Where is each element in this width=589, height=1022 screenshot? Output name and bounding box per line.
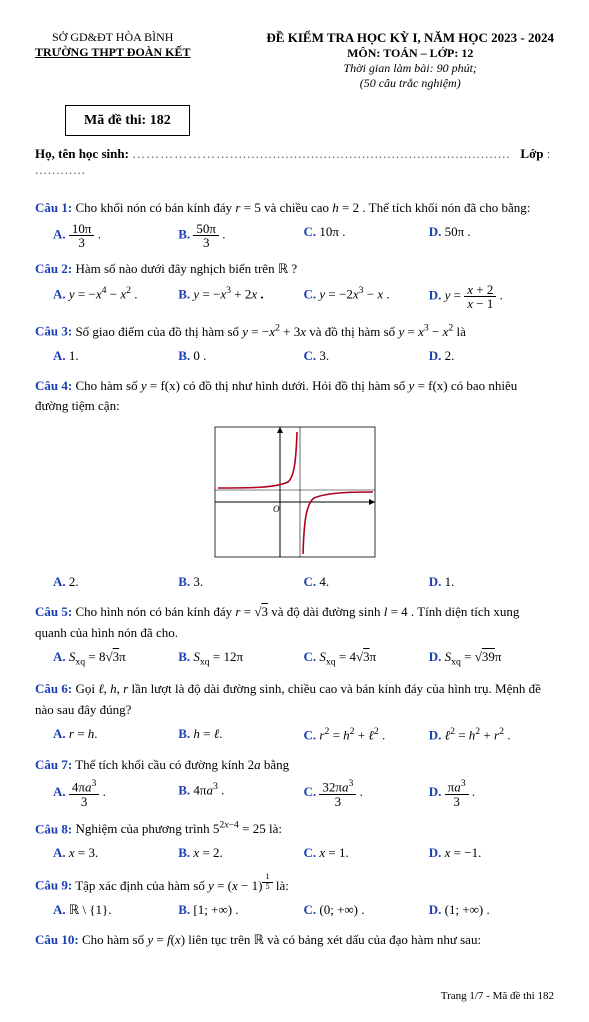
svg-text:O: O <box>273 504 280 514</box>
q5-a: A. Sxq = 8√3π <box>53 647 178 670</box>
name-dots: ………………….................................… <box>132 146 511 161</box>
q4-graph-wrap: O <box>35 422 554 568</box>
q1-options: A. 10π3 . B. 50π3 . C. 10π . D. 50π . <box>53 222 554 249</box>
q1-c: C. 10π . <box>304 222 429 249</box>
q10-label: Câu 10: <box>35 932 79 947</box>
q3-d: D. 2. <box>429 346 554 366</box>
q4-label: Câu 4: <box>35 378 72 393</box>
time-line: Thời gian làm bài: 90 phút; <box>266 61 554 76</box>
exam-code-text: Mã đề thi: 182 <box>84 113 171 128</box>
q4-options: A. 2. B. 3. C. 4. D. 1. <box>53 572 554 592</box>
page-footer: Trang 1/7 - Mã đề thi 182 <box>35 990 554 1002</box>
q5-text: Cho hình nón có bán kính đáy r = √3 và đ… <box>35 604 519 639</box>
q1-text: Cho khối nón có bán kính đáy r = 5 và ch… <box>75 200 530 215</box>
exam-title: ĐỀ KIỂM TRA HỌC KỲ I, NĂM HỌC 2023 - 202… <box>266 30 554 46</box>
q3-label: Câu 3: <box>35 324 72 339</box>
q5-options: A. Sxq = 8√3π B. Sxq = 12π C. Sxq = 4√3π… <box>53 647 554 670</box>
school-line: TRƯỜNG THPT ĐOÀN KẾT <box>35 45 190 60</box>
q1-b: B. 50π3 . <box>178 222 303 249</box>
q6-options: A. r = h. B. h = ℓ. C. r2 = h2 + ℓ2 . D.… <box>53 724 554 745</box>
q2-options: A. y = −x4 − x2 . B. y = −x3 + 2x . C. y… <box>53 283 554 310</box>
q8-b: B. x = 2. <box>178 843 303 863</box>
page-header: SỞ GD&ĐT HÒA BÌNH TRƯỜNG THPT ĐOÀN KẾT Đ… <box>35 30 554 91</box>
footer-text: Trang 1/7 - Mã đề thi 182 <box>441 990 554 1002</box>
q4-c: C. 4. <box>304 572 429 592</box>
q7-label: Câu 7: <box>35 757 72 772</box>
q2-text: Hàm số nào dưới đây nghịch biến trên ℝ ? <box>75 261 297 276</box>
q1-d: D. 50π . <box>429 222 554 249</box>
q6-a: A. r = h. <box>53 724 178 745</box>
q1-label: Câu 1: <box>35 200 72 215</box>
q9-c: C. (0; +∞) . <box>304 900 429 920</box>
q9-d: D. (1; +∞) . <box>429 900 554 920</box>
question-4: Câu 4: Cho hàm số y = f(x) có đồ thị như… <box>35 376 554 593</box>
q5-label: Câu 5: <box>35 604 72 619</box>
subject-line: MÔN: TOÁN – LỚP: 12 <box>266 46 554 61</box>
q10-text: Cho hàm số y = f(x) liên tục trên ℝ và c… <box>82 932 481 947</box>
q7-c: C. 32πa33 . <box>304 779 429 807</box>
q5-d: D. Sxq = √39π <box>429 647 554 670</box>
q6-c: C. r2 = h2 + ℓ2 . <box>304 724 429 745</box>
q4-text-1: Cho hàm số y = f(x) có đồ thị như hình d… <box>75 378 517 393</box>
header-left: SỞ GD&ĐT HÒA BÌNH TRƯỜNG THPT ĐOÀN KẾT <box>35 30 190 91</box>
q6-d: D. ℓ2 = h2 + r2 . <box>429 724 554 745</box>
q4-text-2: đường tiệm cận: <box>35 398 120 413</box>
q4-graph: O <box>210 422 380 562</box>
q2-a: A. y = −x4 − x2 . <box>53 283 178 310</box>
question-3: Câu 3: Số giao điểm của đồ thị hàm số y … <box>35 320 554 366</box>
q7-text: Thể tích khối cầu có đường kính 2a bằng <box>75 757 289 772</box>
q7-b: B. 4πa3 . <box>178 779 303 807</box>
q2-b: B. y = −x3 + 2x . <box>178 283 303 310</box>
question-5: Câu 5: Cho hình nón có bán kính đáy r = … <box>35 602 554 669</box>
q8-options: A. x = 3. B. x = 2. C. x = 1. D. x = −1. <box>53 843 554 863</box>
name-label: Họ, tên học sinh: <box>35 146 129 161</box>
q4-b: B. 3. <box>178 572 303 592</box>
question-10: Câu 10: Cho hàm số y = f(x) liên tục trê… <box>35 930 554 950</box>
q5-b: B. Sxq = 12π <box>178 647 303 670</box>
question-2: Câu 2: Hàm số nào dưới đây nghịch biến t… <box>35 259 554 310</box>
q7-options: A. 4πa33 . B. 4πa3 . C. 32πa33 . D. πa33… <box>53 779 554 807</box>
student-name-row: Họ, tên học sinh: …………………...............… <box>35 146 554 178</box>
q4-a: A. 2. <box>53 572 178 592</box>
q9-label: Câu 9: <box>35 878 72 893</box>
q9-a: A. ℝ \ {1}. <box>53 900 178 920</box>
q4-d: D. 1. <box>429 572 554 592</box>
q3-text: Số giao điểm của đồ thị hàm số y = −x2 +… <box>75 324 465 339</box>
q5-c: C. Sxq = 4√3π <box>304 647 429 670</box>
q6-text: Gọi ℓ, h, r lần lượt là độ dài đường sin… <box>35 681 541 716</box>
class-label: Lớp <box>520 146 543 161</box>
q2-d: D. y = x + 2x − 1 . <box>429 283 554 310</box>
q9-b: B. [1; +∞) . <box>178 900 303 920</box>
q8-text: Nghiệm của phương trình 52x−4 = 25 là: <box>75 821 282 836</box>
q7-a: A. 4πa33 . <box>53 779 178 807</box>
q8-a: A. x = 3. <box>53 843 178 863</box>
question-6: Câu 6: Gọi ℓ, h, r lần lượt là độ dài đư… <box>35 679 554 745</box>
q9-text: Tập xác định của hàm số y = (x − 1)15 là… <box>75 878 289 893</box>
q1-a: A. 10π3 . <box>53 222 178 249</box>
q2-label: Câu 2: <box>35 261 72 276</box>
q8-label: Câu 8: <box>35 821 72 836</box>
q7-d: D. πa33 . <box>429 779 554 807</box>
count-line: (50 câu trắc nghiệm) <box>266 76 554 91</box>
q9-options: A. ℝ \ {1}. B. [1; +∞) . C. (0; +∞) . D.… <box>53 900 554 920</box>
q3-b: B. 0 . <box>178 346 303 366</box>
q6-b: B. h = ℓ. <box>178 724 303 745</box>
org-line: SỞ GD&ĐT HÒA BÌNH <box>35 30 190 45</box>
q2-c: C. y = −2x3 − x . <box>304 283 429 310</box>
q3-a: A. 1. <box>53 346 178 366</box>
question-9: Câu 9: Tập xác định của hàm số y = (x − … <box>35 873 554 920</box>
q8-c: C. x = 1. <box>304 843 429 863</box>
question-8: Câu 8: Nghiệm của phương trình 52x−4 = 2… <box>35 818 554 864</box>
header-right: ĐỀ KIỂM TRA HỌC KỲ I, NĂM HỌC 2023 - 202… <box>266 30 554 91</box>
q6-label: Câu 6: <box>35 681 72 696</box>
exam-code-box: Mã đề thi: 182 <box>65 105 190 136</box>
q3-options: A. 1. B. 0 . C. 3. D. 2. <box>53 346 554 366</box>
question-7: Câu 7: Thể tích khối cầu có đường kính 2… <box>35 755 554 807</box>
q3-c: C. 3. <box>304 346 429 366</box>
question-1: Câu 1: Cho khối nón có bán kính đáy r = … <box>35 198 554 249</box>
q8-d: D. x = −1. <box>429 843 554 863</box>
